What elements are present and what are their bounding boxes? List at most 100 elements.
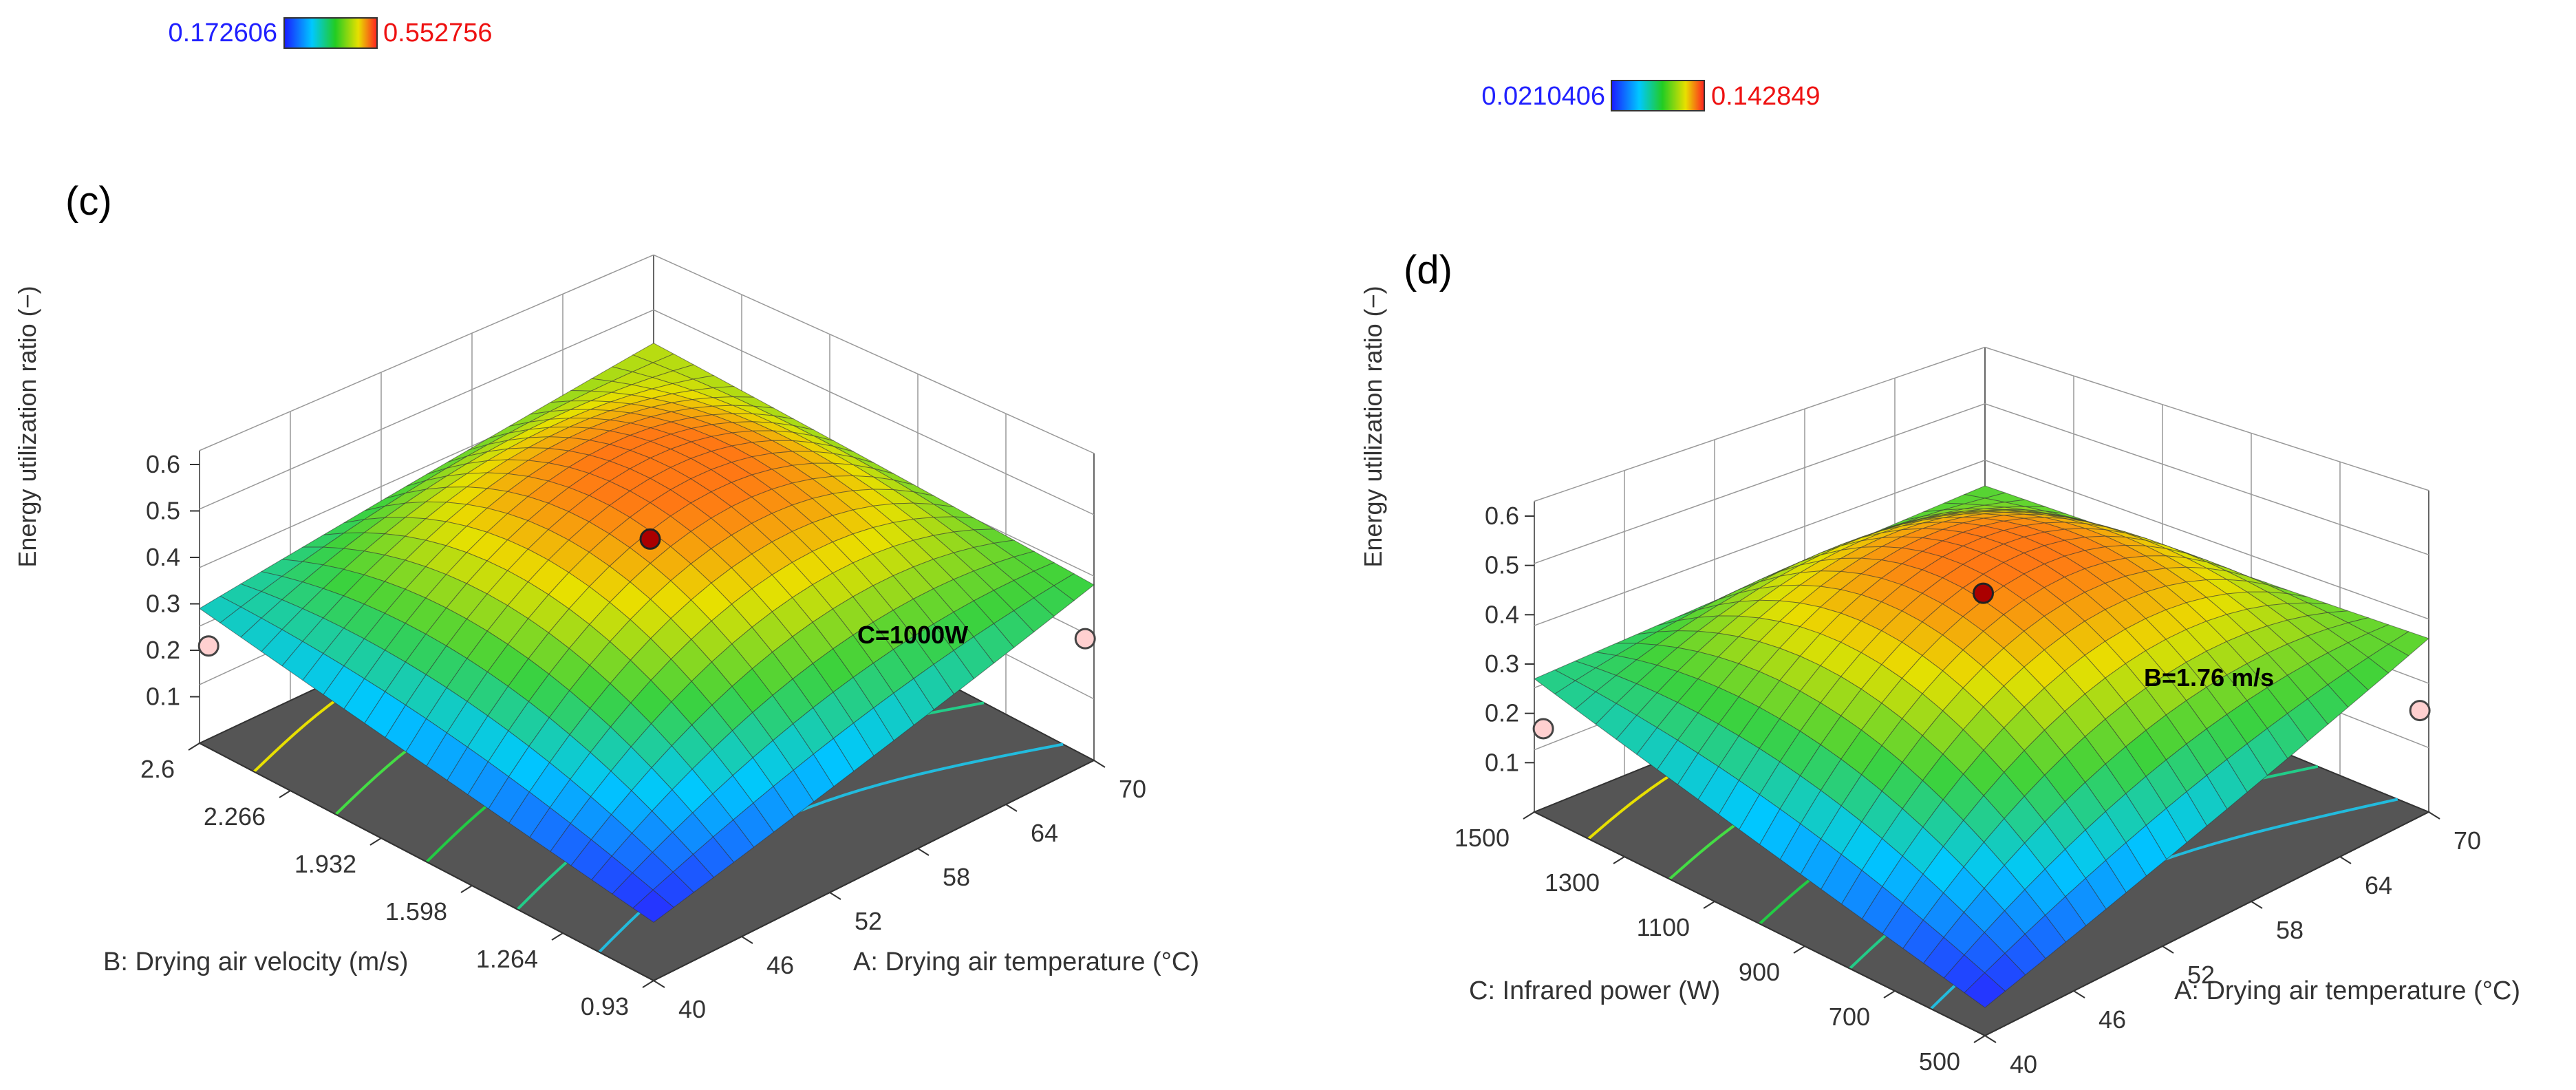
y-tick-label: 1.932: [294, 850, 356, 878]
floor-edge: [1984, 811, 2429, 1036]
x-tick-label: 46: [766, 951, 794, 979]
panel-d-x-axis-label: A: Drying air temperature (°C): [2174, 976, 2520, 1005]
panel-d-y-axis-label: C: Infrared power (W): [1469, 976, 1720, 1005]
x-tick-label: 58: [943, 863, 970, 891]
panel-c-annotation: C=1000W: [857, 621, 968, 649]
panel-c-colorbar-gradient: [283, 17, 378, 49]
y-tick-label: 1500: [1455, 824, 1510, 852]
z-tick-label: 0.5: [1485, 551, 1519, 579]
z-tick-label: 0.4: [1485, 600, 1519, 628]
y-tick-label: 1300: [1545, 868, 1600, 897]
y-tick-label: 700: [1829, 1003, 1870, 1031]
x-tick: [1093, 760, 1106, 768]
panel-c-x-axis-label: A: Drying air temperature (°C): [853, 948, 1199, 976]
panel-d-annotation: B=1.76 m/s: [2144, 663, 2274, 692]
y-tick: [1973, 1035, 1986, 1043]
y-tick-label: 2.6: [140, 755, 175, 783]
x-tick: [1005, 804, 1018, 812]
panel-c-colorbar-max: 0.552756: [383, 19, 493, 47]
z-tick-label: 0.6: [146, 450, 180, 478]
x-tick-label: 64: [1031, 819, 1058, 847]
x-tick: [653, 980, 665, 988]
z-tick-label: 0.3: [1485, 650, 1519, 678]
panel-d-colorbar-max: 0.142849: [1711, 82, 1821, 111]
y-tick-label: 0.93: [581, 992, 629, 1020]
wall-grid-line: [1984, 346, 2429, 491]
wall-grid-line: [1534, 403, 1986, 564]
y-tick-label: 2.266: [204, 802, 266, 831]
z-tick-label: 0.4: [146, 543, 180, 571]
x-tick-label: 52: [2187, 961, 2215, 989]
wall-grid-line: [199, 309, 654, 510]
y-tick: [642, 980, 654, 988]
x-tick-label: 70: [1119, 775, 1146, 803]
x-tick: [2339, 856, 2352, 864]
panel-d-colorbar-gradient: [1611, 80, 1705, 111]
panel-c-y-axis-label: B: Drying air velocity (m/s): [103, 948, 408, 976]
wall-grid-line: [1984, 460, 2429, 620]
x-tick: [2428, 811, 2440, 820]
surface-cell: [1964, 972, 2006, 1008]
y-tick: [551, 932, 564, 941]
x-tick-label: 40: [678, 995, 706, 1023]
panel-c-design-points: [197, 528, 1096, 657]
x-tick-label: 64: [2365, 871, 2392, 899]
design-point-center: [639, 528, 661, 550]
panel-c-colorbar: 0.172606 0.552756: [169, 17, 493, 49]
x-tick-label: 58: [2276, 916, 2304, 944]
z-tick-label: 0.5: [146, 497, 180, 525]
y-tick: [1523, 811, 1535, 820]
floor-edge: [1534, 811, 1986, 1036]
panel-d-colorbar-min: 0.0210406: [1481, 82, 1605, 111]
panel-c-label: (c): [65, 179, 112, 224]
design-point-center: [1973, 582, 1994, 604]
x-tick: [2073, 990, 2085, 998]
z-tick-label: 0.1: [1485, 748, 1519, 776]
x-tick-label: 46: [2099, 1005, 2126, 1034]
y-tick: [1613, 856, 1625, 864]
panel-d-design-points: [1532, 582, 2431, 740]
z-tick-label: 0.2: [146, 636, 180, 664]
panel-c-ticks: 0.1 0.2 0.3 0.4 0.5 0.6 40 46 52 58 64 70 0.93 1.264 1…: [140, 450, 1146, 1023]
x-tick-label: 40: [2010, 1050, 2037, 1078]
panel-d-colorbar: 0.0210406 0.142849: [1481, 80, 1821, 111]
wall-grid-line: [1534, 460, 1986, 626]
y-tick: [188, 742, 200, 751]
panel-c-colorbar-min: 0.172606: [169, 19, 278, 47]
panel-c-surface: [199, 343, 1095, 923]
design-point-below: [197, 635, 219, 657]
x-tick: [741, 936, 753, 944]
z-tick-label: 0.2: [1485, 699, 1519, 727]
y-tick-label: 900: [1739, 958, 1780, 986]
design-point-below: [1532, 718, 1554, 740]
design-point-below: [1074, 628, 1096, 650]
x-tick: [2251, 901, 2263, 909]
surface-cell: [632, 889, 674, 923]
y-tick-label: 500: [1919, 1047, 1960, 1076]
wall-grid-line: [1534, 346, 1986, 502]
panel-d-ticks: 0.1 0.2 0.3 0.4 0.5 0.6 40 46 52 58 64 70 500 700 900 1…: [1455, 502, 2481, 1078]
y-tick-label: 1100: [1637, 913, 1690, 941]
z-tick-label: 0.1: [146, 683, 180, 711]
y-tick-label: 1.264: [476, 945, 538, 973]
wall-grid-line: [199, 254, 654, 451]
y-tick: [1883, 990, 1896, 998]
x-tick: [917, 848, 930, 856]
panel-c: 0.172606 0.552756 (c) 0.1 0.2 0.3 0.4 0.5 0.6…: [13, 17, 1199, 1023]
x-tick-label: 52: [855, 907, 882, 935]
y-tick: [279, 790, 291, 798]
panel-d: 0.0210406 0.142849 (d) 0.10.20.30.40.50.…: [1359, 80, 2520, 1078]
z-tick-label: 0.3: [146, 590, 180, 618]
wall-grid-line: [653, 309, 1095, 515]
floor-edge: [199, 742, 654, 981]
x-tick: [2162, 945, 2174, 954]
panel-d-z-axis-label: Energy utilization ratio (−): [1359, 286, 1387, 567]
z-tick-label: 0.6: [1485, 502, 1519, 530]
wall-grid-line: [653, 254, 1095, 454]
panel-c-z-axis-label: Energy utilization ratio (−): [13, 286, 41, 567]
x-tick-label: 70: [2454, 826, 2481, 855]
y-tick-label: 1.598: [385, 897, 447, 926]
y-tick: [369, 837, 382, 846]
wall-grid-line: [1984, 403, 2429, 555]
